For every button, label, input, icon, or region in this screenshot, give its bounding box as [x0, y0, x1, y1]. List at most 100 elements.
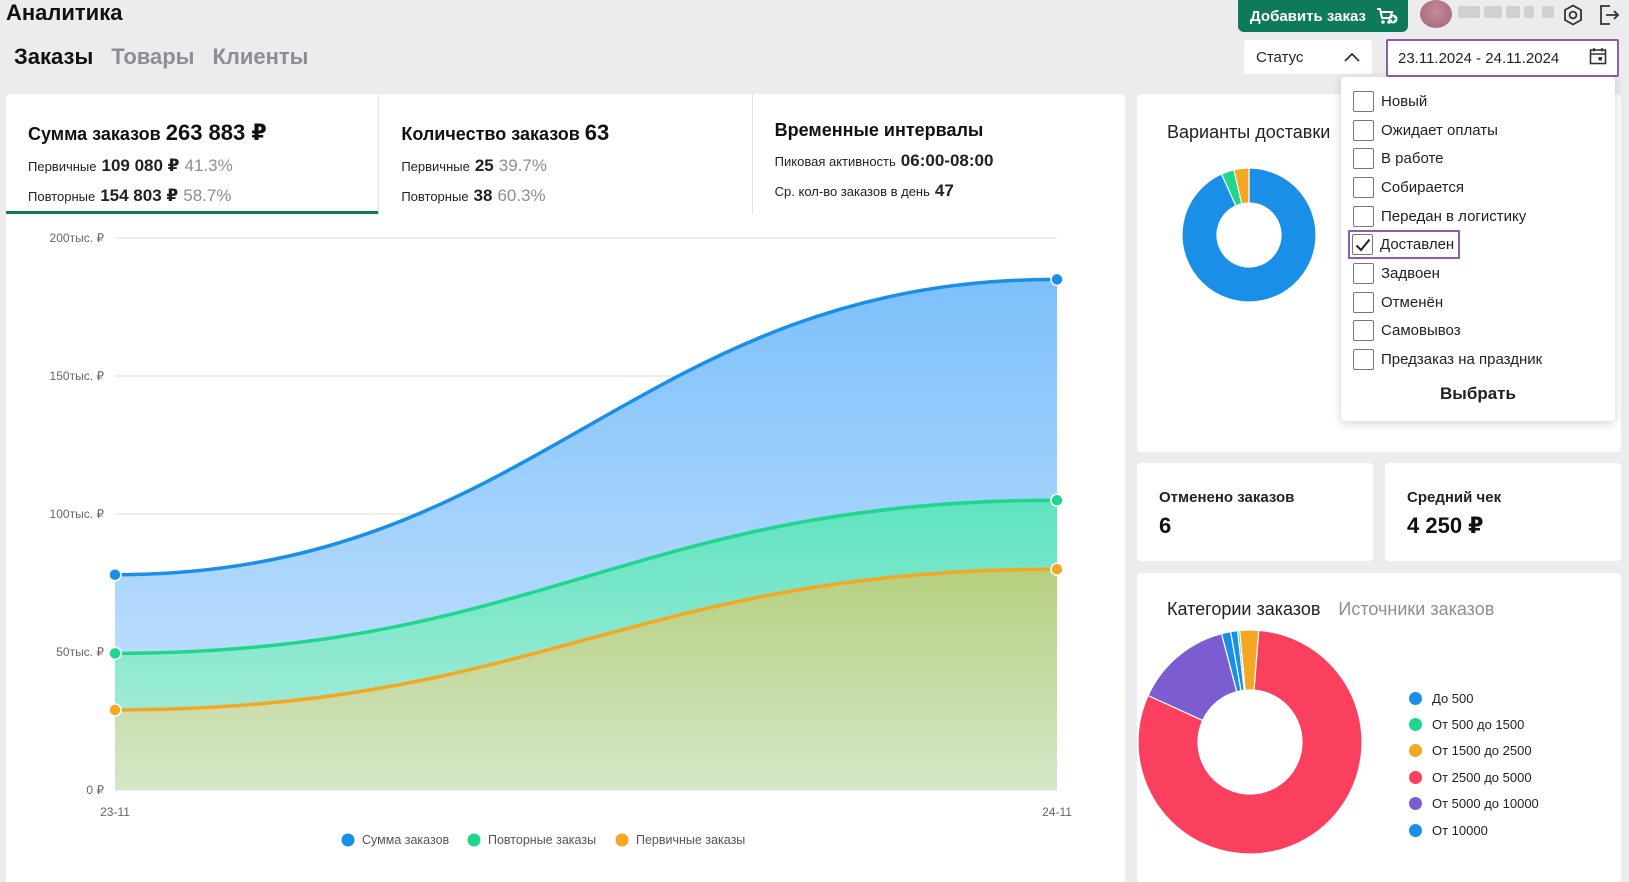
legend-label: До 500: [1432, 690, 1474, 706]
kpi-order-sum-title: Сумма заказов 263 883 ₽: [28, 120, 267, 145]
pie-slice: [1220, 631, 1242, 693]
status-select-value: Статус: [1256, 48, 1304, 66]
status-option-label: В работе: [1381, 150, 1444, 168]
legend-item[interactable]: До 500: [1409, 685, 1539, 711]
legend-item[interactable]: От 10000: [1409, 817, 1539, 843]
cancelled-orders-card: Отменено заказов 6: [1137, 463, 1373, 561]
series-area: [115, 569, 1057, 790]
kpi-order-count[interactable]: Количество заказов 63 Первичные 25 39.7% П…: [379, 94, 753, 214]
avg-check-value: 4 250 ₽: [1407, 513, 1484, 538]
status-option[interactable]: Отменён: [1341, 288, 1615, 317]
calendar-icon[interactable]: [1589, 47, 1607, 69]
add-order-button[interactable]: Добавить заказ: [1238, 0, 1408, 32]
y-tick-label: 100тыс. ₽: [50, 507, 105, 521]
status-option-label: Самовывоз: [1381, 322, 1461, 340]
y-tick-label: 200тыс. ₽: [50, 231, 105, 245]
checkbox[interactable]: [1353, 90, 1374, 112]
avatar[interactable]: [1420, 0, 1452, 28]
tab-orders[interactable]: Заказы: [14, 44, 94, 69]
cancelled-value: 6: [1159, 513, 1172, 538]
y-tick-label: 0 ₽: [86, 783, 104, 797]
legend-label: Повторные заказы: [488, 833, 596, 847]
delivery-title: Варианты доставки: [1167, 122, 1331, 142]
legend-marker: [1409, 744, 1422, 758]
checkbox[interactable]: [1353, 349, 1374, 371]
pie-slice: [1181, 167, 1317, 303]
status-option[interactable]: Доставлен: [1341, 230, 1615, 260]
checkbox[interactable]: [1353, 176, 1374, 198]
checkbox[interactable]: [1352, 234, 1373, 256]
categories-legend: До 500 От 500 до 1500 От 1500 до 2500 От 25…: [1409, 685, 1539, 843]
checkbox[interactable]: [1353, 320, 1374, 342]
logout-icon[interactable]: [1596, 2, 1622, 28]
checkbox[interactable]: [1353, 148, 1374, 170]
legend-item[interactable]: От 500 до 1500: [1409, 711, 1539, 737]
checkbox[interactable]: [1353, 119, 1374, 141]
status-option[interactable]: Самовывоз: [1341, 317, 1615, 346]
status-option-label: Ожидает оплаты: [1381, 121, 1498, 139]
pie-slice: [1233, 167, 1250, 205]
status-option[interactable]: Передан в логистику: [1341, 202, 1615, 231]
status-option-label: Новый: [1381, 92, 1428, 110]
status-option-label: Задвоен: [1381, 264, 1440, 282]
average-check-card: Средний чек 4 250 ₽: [1385, 463, 1621, 561]
status-option[interactable]: Задвоен: [1341, 259, 1615, 288]
legend-label: От 500 до 1500: [1432, 717, 1525, 733]
status-option-label: Предзаказ на праздник: [1381, 351, 1543, 369]
status-select[interactable]: Статус: [1244, 40, 1372, 74]
area-chart-svg: 0 ₽ 50тыс. ₽ 100тыс. ₽ 150тыс. ₽ 200тыс. ₽ 23…: [50, 231, 1073, 847]
status-option[interactable]: Предзаказ на праздник: [1341, 345, 1615, 374]
delivery-donut: [1181, 167, 1317, 303]
legend-label: От 2500 до 5000: [1432, 769, 1532, 785]
tab-order-categories[interactable]: Категории заказов: [1167, 599, 1321, 619]
kpi-order-sum-repeat: Повторные 154 803 ₽58.7%: [28, 186, 232, 205]
kpi-order-sum[interactable]: Сумма заказов 263 883 ₽ Первичные 109 080…: [6, 94, 380, 214]
data-point: [108, 567, 122, 582]
tab-products[interactable]: Товары: [111, 44, 195, 69]
checkbox[interactable]: [1353, 262, 1374, 284]
categories-tabs: Категории заказов Источники заказов: [1167, 599, 1494, 620]
data-point: [108, 703, 122, 717]
status-option[interactable]: В работе: [1341, 144, 1615, 173]
legend-marker: [1409, 718, 1422, 732]
checkmark-icon: [1355, 238, 1370, 252]
legend-label: Первичные заказы: [636, 833, 745, 847]
data-point: [1050, 562, 1064, 576]
tab-clients[interactable]: Клиенты: [212, 44, 309, 69]
categories-donut: [1137, 629, 1363, 855]
status-option[interactable]: Новый: [1341, 87, 1615, 116]
kpi-avg-orders: Ср. кол-во заказов в день 47: [774, 181, 954, 200]
tab-order-sources[interactable]: Источники заказов: [1338, 599, 1495, 619]
cart-plus-icon: [1376, 7, 1398, 25]
kpi-peak-activity: Пиковая активность 06:00-08:00: [774, 151, 994, 170]
x-tick-label: 24-11: [1042, 805, 1072, 819]
page-title: Аналитика: [6, 0, 123, 25]
legend-item[interactable]: От 5000 до 10000: [1409, 791, 1539, 817]
legend-marker: [615, 833, 629, 847]
status-option[interactable]: Ожидает оплаты: [1341, 116, 1615, 145]
legend-marker: [341, 833, 355, 847]
checkbox[interactable]: [1353, 205, 1374, 227]
legend-item[interactable]: От 2500 до 5000: [1409, 764, 1539, 790]
settings-icon[interactable]: [1560, 2, 1586, 28]
legend-marker: [1409, 797, 1422, 811]
date-range-picker[interactable]: 23.11.2024 - 24.11.2024: [1386, 39, 1619, 77]
select-button[interactable]: Выбрать: [1440, 383, 1516, 403]
status-option-label: Отменён: [1381, 293, 1444, 311]
kpi-time-intervals[interactable]: Временные интервалы Пиковая активность 06…: [753, 94, 1125, 214]
y-tick-label: 150тыс. ₽: [50, 369, 105, 383]
series-line: [114, 498, 1058, 656]
legend-label: Сумма заказов: [362, 833, 450, 847]
y-tick-label: 50тыс. ₽: [56, 645, 104, 659]
user-name-blurred: [1458, 6, 1554, 18]
data-point: [108, 646, 122, 661]
status-option[interactable]: Собирается: [1341, 173, 1615, 202]
avg-check-title: Средний чек: [1407, 489, 1502, 506]
kpi-order-count-title: Количество заказов 63: [401, 120, 610, 145]
pie-slice: [1137, 629, 1363, 855]
kpi-order-count-repeat: Повторные 38 60.3%: [401, 186, 546, 205]
kpi-order-count-primary: Первичные 25 39.7%: [401, 156, 547, 175]
checkbox[interactable]: [1353, 291, 1374, 313]
legend-item[interactable]: От 1500 до 2500: [1409, 738, 1539, 764]
status-option-label: Собирается: [1381, 178, 1464, 196]
